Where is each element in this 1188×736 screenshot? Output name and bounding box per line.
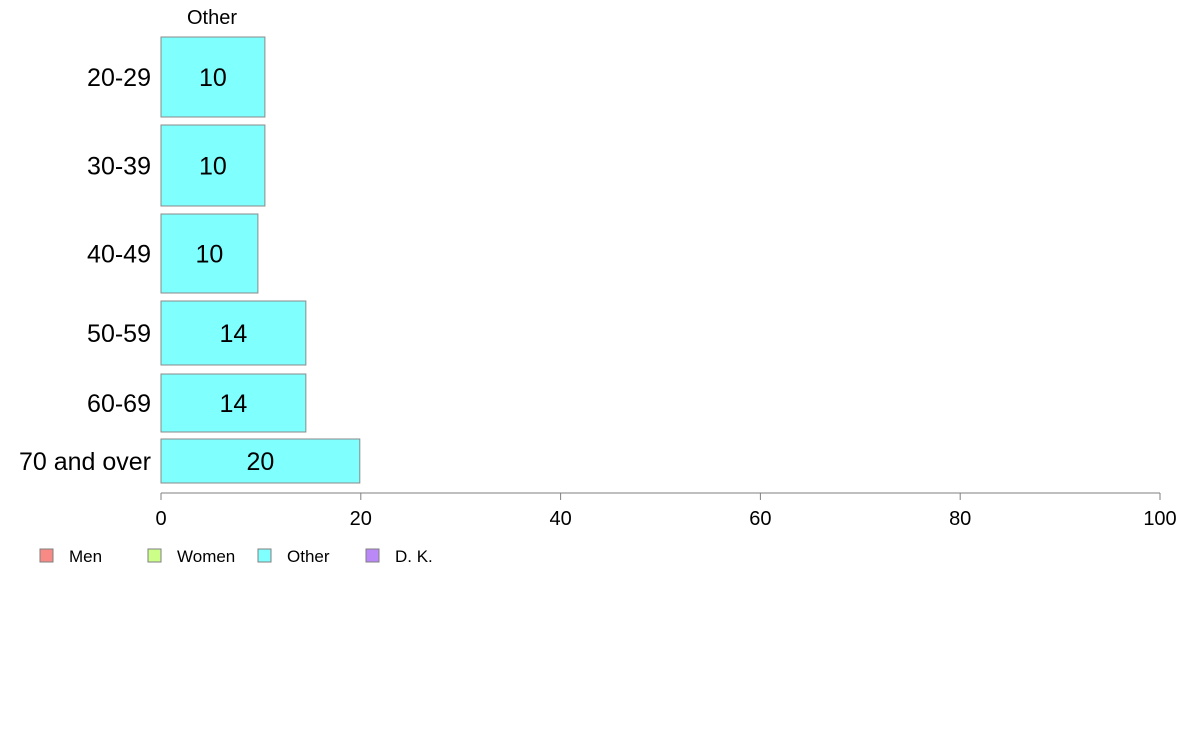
x-tick-label: 0: [155, 508, 166, 530]
bar-40-49: [160, 213, 259, 294]
bar-20-29: [160, 36, 266, 118]
category-label: 50-59: [87, 320, 151, 348]
bar-value-label: 10: [196, 241, 224, 269]
bar-50-59: [160, 300, 307, 366]
bar-value-label: 10: [199, 153, 227, 181]
x-tick-label: 100: [1143, 508, 1176, 530]
category-label: 20-29: [87, 64, 151, 92]
bar-60-69: [160, 373, 307, 433]
category-label: 60-69: [87, 390, 151, 418]
x-axis: 0 20 40 60 80 100: [155, 492, 1177, 530]
legend-label-women: Women: [177, 547, 235, 566]
bar-value-label: 20: [246, 448, 274, 476]
bar-value-label: 10: [199, 64, 227, 92]
legend-key-men: [39, 548, 54, 563]
bar-value-label: 14: [220, 320, 248, 348]
legend-label-men: Men: [69, 547, 102, 566]
category-label: 40-49: [87, 241, 151, 269]
legend-key-other: [257, 548, 272, 563]
legend-key-d-k: [365, 548, 380, 563]
bar-30-39: [160, 124, 266, 207]
category-label: 30-39: [87, 153, 151, 181]
bar-value-labels: 10 10 10 14 14 20: [196, 64, 275, 476]
legend-label-other: Other: [287, 547, 330, 566]
legend-label-d-k: D. K.: [395, 547, 433, 566]
category-label: 70 and over: [19, 448, 151, 476]
legend: Men Women Other D. K.: [39, 547, 433, 566]
x-tick-label: 20: [350, 508, 372, 530]
bar-70-and-over: [160, 438, 361, 484]
category-labels: 20-29 30-39 40-49 50-59 60-69 70 and over: [19, 64, 151, 476]
x-tick-label: 60: [749, 508, 771, 530]
bars-group: [160, 36, 361, 484]
panel-title: Other: [187, 7, 237, 29]
legend-key-women: [147, 548, 162, 563]
x-tick-label: 40: [549, 508, 571, 530]
x-tick-label: 80: [949, 508, 971, 530]
bar-value-label: 14: [220, 390, 248, 418]
